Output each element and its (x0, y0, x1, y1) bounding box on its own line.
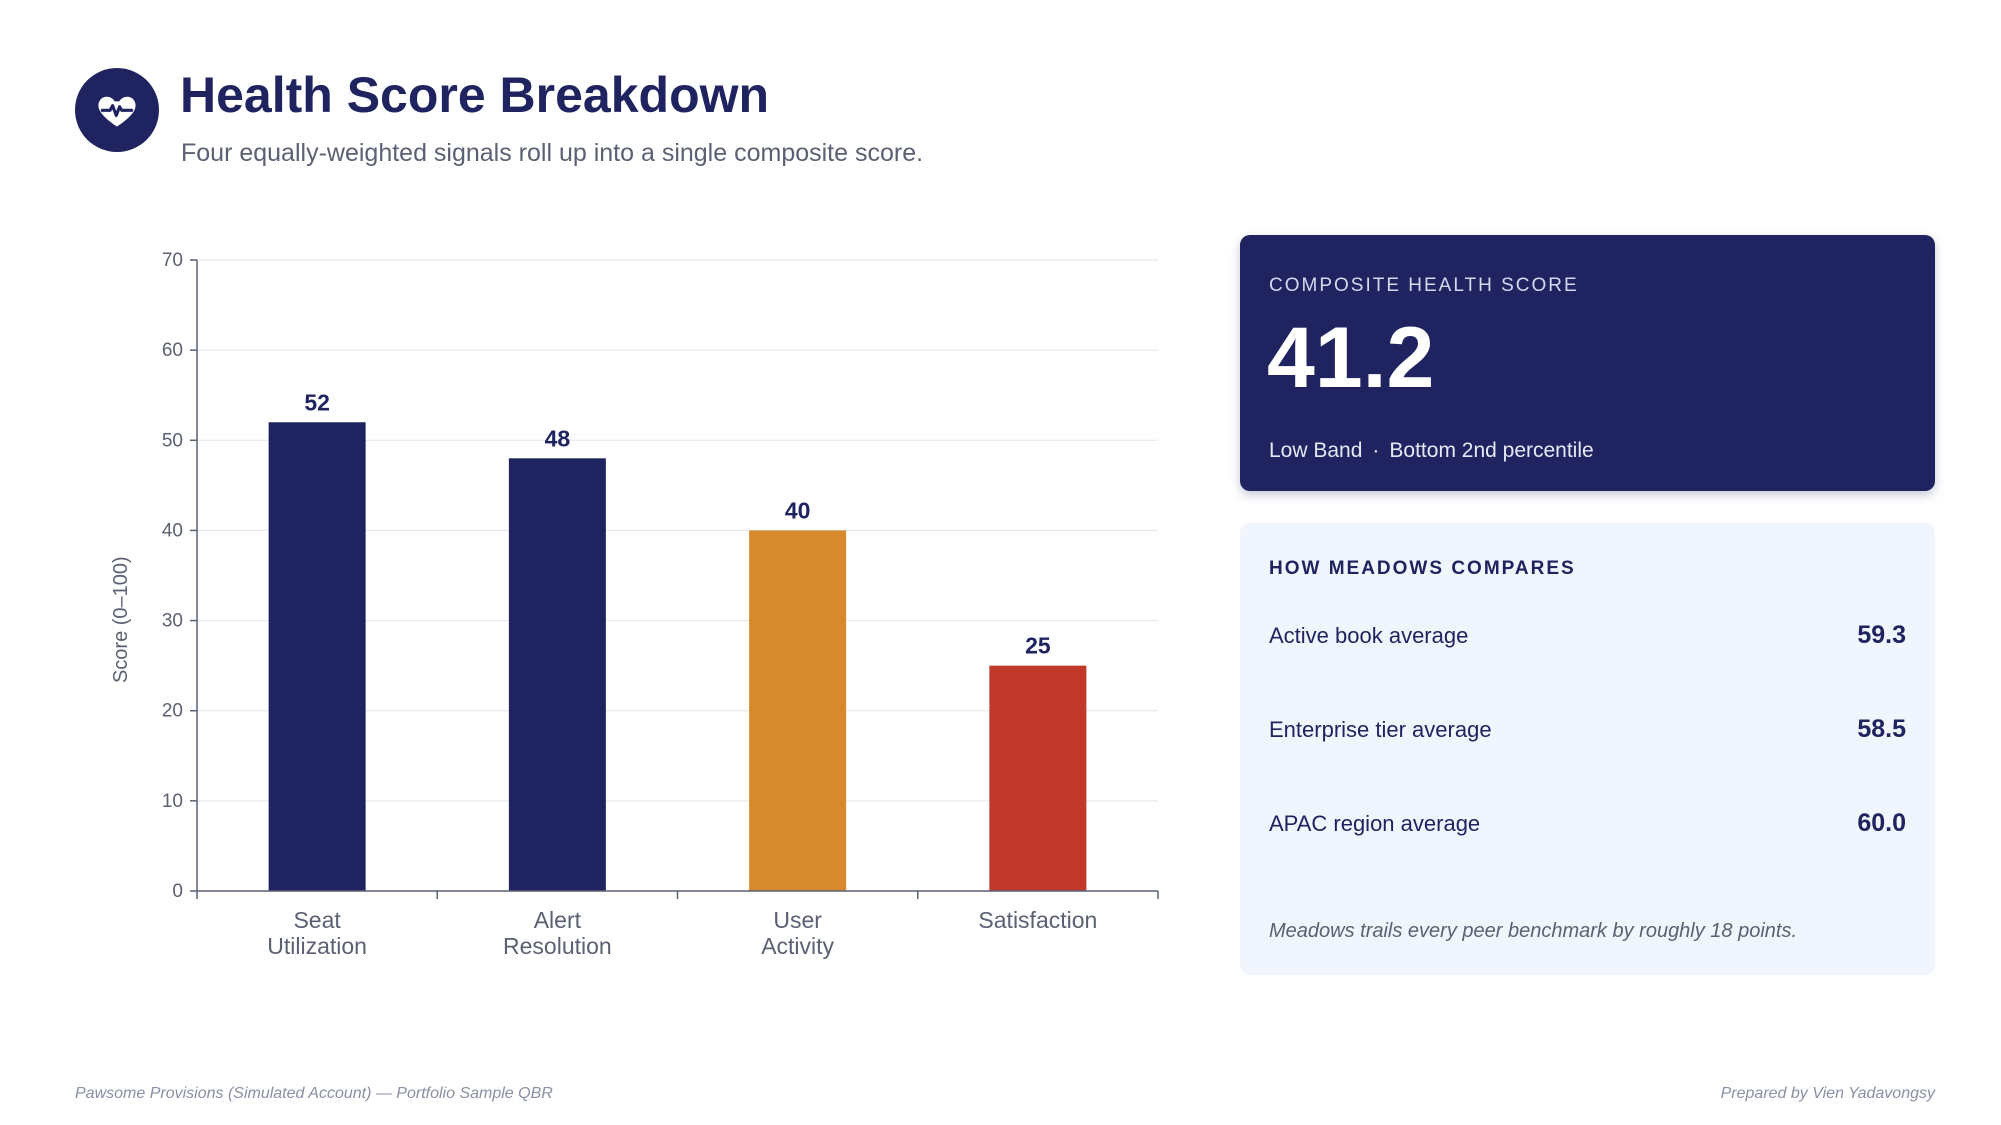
chart-labels: 0 10 20 30 40 50 60 70 52 Seat Utilization 48 Alert R… (110, 250, 1097, 959)
y-tick-label: 50 (162, 430, 183, 451)
composite-score-value: 41.2 (1267, 310, 1435, 406)
composite-score-card: COMPOSITE HEALTH SCORE 41.2 Low Band · Bot… (1240, 235, 1935, 491)
bar (268, 422, 366, 891)
y-axis-label: Score (0–100) (110, 556, 132, 683)
band-separator: · (1372, 439, 1380, 462)
y-tick-label: 0 (172, 881, 183, 902)
y-tick-label: 70 (162, 250, 183, 271)
axes (190, 259, 1159, 899)
compare-row: APAC region average 60.0 (1269, 809, 1906, 841)
x-category-label-line: Resolution (503, 933, 612, 959)
page-title: Health Score Breakdown (180, 67, 770, 123)
bar-value-label: 25 (1025, 633, 1051, 659)
compare-row-label: Enterprise tier average (1269, 717, 1492, 742)
y-tick-label: 30 (162, 611, 183, 632)
x-category-label-line: Satisfaction (978, 907, 1097, 933)
page-subtitle: Four equally-weighted signals roll up in… (181, 139, 924, 167)
compare-row-value: 58.5 (1857, 715, 1906, 743)
x-category-label: Seat Utilization (267, 907, 367, 959)
bars (268, 422, 1087, 891)
bar (989, 665, 1087, 891)
score-bar-chart: 0 10 20 30 40 50 60 70 52 Seat Utilization 48 Alert R… (110, 250, 1159, 959)
bar (508, 458, 606, 891)
compare-row-label: APAC region average (1269, 811, 1481, 836)
compare-row-value: 60.0 (1857, 809, 1906, 837)
heart-pulse-icon (75, 68, 159, 152)
band-label: Low Band (1269, 439, 1363, 462)
x-category-label: User Activity (761, 907, 834, 959)
y-tick-label: 10 (162, 791, 183, 812)
y-tick-label: 60 (162, 340, 183, 361)
compare-row-value: 59.3 (1857, 621, 1906, 649)
footer-account: Pawsome Provisions (Simulated Account) —… (75, 1085, 553, 1102)
bar-value-label: 48 (545, 425, 571, 451)
x-category-label-line: User (773, 907, 822, 933)
heart-pulse-glyph (98, 96, 136, 127)
x-category-label: Satisfaction (978, 907, 1097, 933)
bar-value-label: 40 (785, 497, 811, 523)
bar-value-label: 52 (304, 389, 330, 415)
x-category-label-line: Alert (534, 907, 582, 933)
y-tick-label: 20 (162, 701, 183, 722)
x-category-label-line: Activity (761, 933, 834, 959)
y-tick-label: 40 (162, 520, 183, 541)
compare-row-label: Active book average (1269, 623, 1469, 648)
footer-author: Prepared by Vien Yadavongsy (1720, 1085, 1935, 1102)
x-category-label: Alert Resolution (503, 907, 612, 959)
peer-compare-card: HOW MEADOWS COMPARES Active book average… (1240, 523, 1935, 975)
bar (749, 530, 847, 891)
compare-row: Enterprise tier average 58.5 (1269, 715, 1906, 747)
composite-score-kicker: COMPOSITE HEALTH SCORE (1269, 275, 1579, 296)
x-category-label-line: Utilization (267, 933, 367, 959)
percentile-label: Bottom 2nd percentile (1389, 439, 1594, 462)
compare-row: Active book average 59.3 (1269, 621, 1906, 653)
compare-note: Meadows trails every peer benchmark by r… (1269, 920, 1798, 942)
compare-heading: HOW MEADOWS COMPARES (1269, 558, 1576, 579)
x-category-label-line: Seat (293, 907, 341, 933)
composite-score-band: Low Band · Bottom 2nd percentile (1269, 439, 1594, 463)
